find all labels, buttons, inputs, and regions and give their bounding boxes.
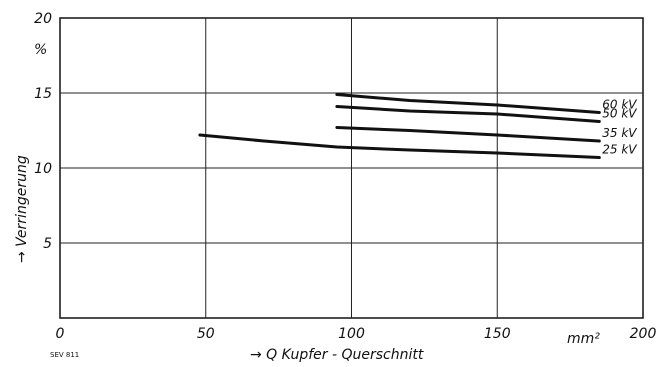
y-tick-label: 5 [43,236,52,252]
series-line-25kv [198,133,601,159]
y-tick-label: 15 [34,86,52,102]
source-note: SEV 811 [50,351,79,359]
x-tick-label: 150 [484,326,511,342]
y-unit: % [34,42,47,58]
y-axis-label: → Verringerung [14,155,30,263]
x-tick-label: 200 [630,326,657,342]
x-axis-label: → Q Kupfer - Querschnitt [250,347,424,363]
x-tick-label: 100 [338,326,365,342]
series-lines [198,93,601,159]
x-tick-label: 0 [56,326,65,342]
y-tick-label: 10 [34,161,52,177]
x-tick-label: 50 [197,326,215,342]
series-label: 60 kV [602,98,637,112]
tick-labels: 0 50 100 150 200 5 10 15 20 [34,11,656,342]
y-tick-label: 20 [34,11,52,27]
series-line-50kv [335,105,601,123]
series-line-60kv [335,93,601,114]
series-line-35kv [335,126,601,143]
series-label: 25 kV [602,143,637,157]
gridlines [60,18,643,318]
series-label: 50 kV [602,107,637,121]
series-label: 35 kV [602,126,637,140]
x-unit: mm² [567,331,600,347]
